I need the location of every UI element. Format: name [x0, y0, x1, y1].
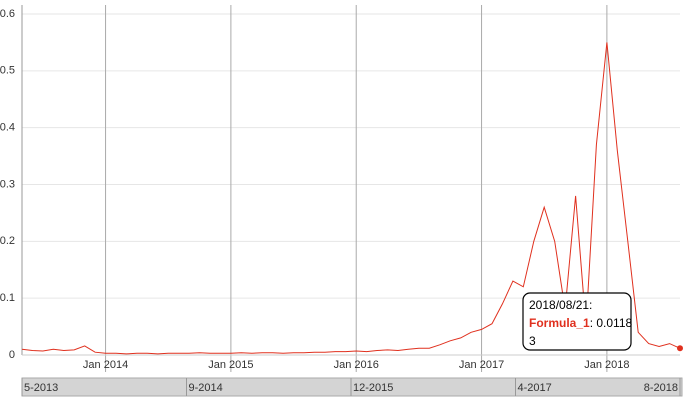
- navigator-label: 5-2013: [24, 382, 58, 394]
- navigator-label: 12-2015: [353, 382, 393, 394]
- y-tick-label: 0.1: [0, 292, 15, 304]
- hover-point: [677, 345, 683, 352]
- x-tick-label: Jan 2015: [208, 359, 253, 371]
- tooltip-value: Formula_1: 0.0118: [529, 316, 632, 330]
- navigator-label: 4-2017: [518, 382, 552, 394]
- tooltip-series: Formula_1: [529, 316, 590, 330]
- x-tick-label: Jan 2018: [584, 359, 629, 371]
- y-tick-label: 0.4: [0, 122, 15, 134]
- x-tick-label: Jan 2014: [83, 359, 128, 371]
- tooltip: 2018/08/21: Formula_1: 0.0118 3: [522, 292, 632, 351]
- x-tick-label: Jan 2017: [459, 359, 504, 371]
- navigator-label: 9-2014: [189, 382, 223, 394]
- navigator-label: 8-2018: [644, 382, 678, 394]
- navigator-bar: [21, 377, 683, 397]
- line-series: [21, 42, 681, 355]
- x-tick-label: Jan 2016: [334, 359, 379, 371]
- y-tick-label: 0.3: [0, 178, 15, 190]
- tooltip-date: 2018/08/21:: [529, 298, 592, 312]
- tooltip-number: : 0.0118: [590, 316, 633, 330]
- y-tick-label: 0.2: [0, 235, 15, 247]
- y-tick-label: 0.6: [0, 8, 15, 20]
- y-tick-label: 0.5: [0, 65, 15, 77]
- tooltip-number-wrap: 3: [529, 334, 536, 348]
- tooltip-box: [522, 292, 632, 351]
- y-tick-label: 0: [9, 349, 15, 361]
